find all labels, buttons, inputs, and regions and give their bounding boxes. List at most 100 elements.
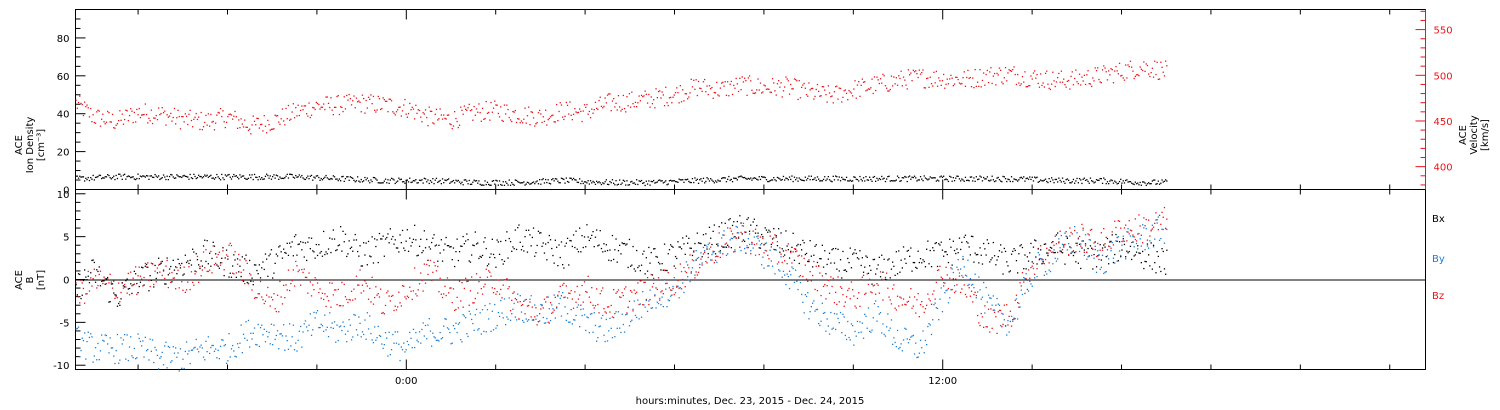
velocity-point [234,110,236,113]
by-point [138,337,140,340]
by-point [240,324,242,326]
bz-point [993,311,996,313]
bz-point [876,283,878,285]
bz-point [588,296,590,298]
velocity-point [1058,72,1060,75]
density-point [1151,180,1153,182]
by-point [1138,232,1140,235]
by-point [1097,250,1099,252]
bz-point [1100,232,1102,234]
density-point [341,176,343,178]
bz-point [275,310,277,313]
bz-point [957,269,959,271]
density-point [398,177,400,179]
b-axis-label-2: B [25,276,36,283]
bz-point [763,252,765,254]
by-point [993,309,996,311]
bx-point [118,302,120,305]
velocity-point [980,86,982,88]
bz-point [964,293,967,296]
velocity-point [797,98,799,101]
density-point [967,179,969,181]
density-point [838,176,840,178]
bz-point [215,262,217,264]
by-point [748,243,751,246]
bx-point [206,240,208,242]
velocity-point [953,83,956,85]
bx-point [187,260,189,262]
by-point [1081,240,1083,242]
density-point [875,180,877,182]
density-point [816,176,819,178]
by-point [1118,250,1121,252]
density-point [767,180,769,183]
density-point [693,181,695,184]
by-point [343,325,345,328]
velocity-point [830,96,832,98]
density-point [327,178,330,180]
density-point [1117,182,1119,184]
bx-point [480,256,482,258]
bx-point [418,245,421,247]
density-point [963,180,965,182]
bz-point [911,307,913,309]
by-point [219,345,222,347]
velocity-point [537,112,540,114]
bx-point [1044,243,1047,245]
velocity-point [283,120,285,122]
bx-point [780,232,782,234]
velocity-point [110,121,112,123]
bx-point [570,240,572,242]
velocity-point [374,109,376,111]
bx-point [685,235,688,237]
bx-point [190,264,193,266]
bx-point [719,250,721,252]
by-point [329,312,331,314]
density-point [895,179,897,181]
velocity-point [319,108,321,110]
density-point [103,177,105,179]
bz-point [902,298,905,300]
velocity-point [401,110,404,112]
velocity-point [184,113,186,115]
velocity-point [674,92,677,94]
bx-point [150,279,152,281]
bz-point [245,260,247,262]
velocity-point [82,114,85,117]
bx-point [463,243,465,245]
bz-point [980,312,982,315]
by-point [791,266,793,268]
bx-point [172,259,174,261]
bx-point [105,278,108,280]
by-point [761,264,763,266]
density-point [500,183,502,186]
by-point [724,246,726,248]
density-point [763,176,765,178]
velocity-point [842,96,844,98]
by-point [494,303,496,306]
density-point [192,177,194,180]
bx-point [1051,247,1053,249]
velocity-point [387,111,389,113]
density-point [873,175,876,178]
by-point [141,345,143,347]
bx-point [515,248,518,251]
by-point [591,312,593,315]
density-point [253,173,256,176]
velocity-point [309,116,311,119]
density-point [854,176,856,178]
velocity-point [481,107,484,109]
bz-point [670,289,672,291]
velocity-point [1068,79,1070,82]
by-point [693,260,695,262]
bx-point [523,250,525,252]
velocity-point [832,102,834,104]
by-point [188,350,190,352]
velocity-point [531,111,533,113]
density-point [485,183,487,186]
bx-point [519,241,521,243]
velocity-point [336,95,338,98]
bx-point [344,233,347,235]
bz-point [151,263,154,265]
bx-point [97,270,99,273]
